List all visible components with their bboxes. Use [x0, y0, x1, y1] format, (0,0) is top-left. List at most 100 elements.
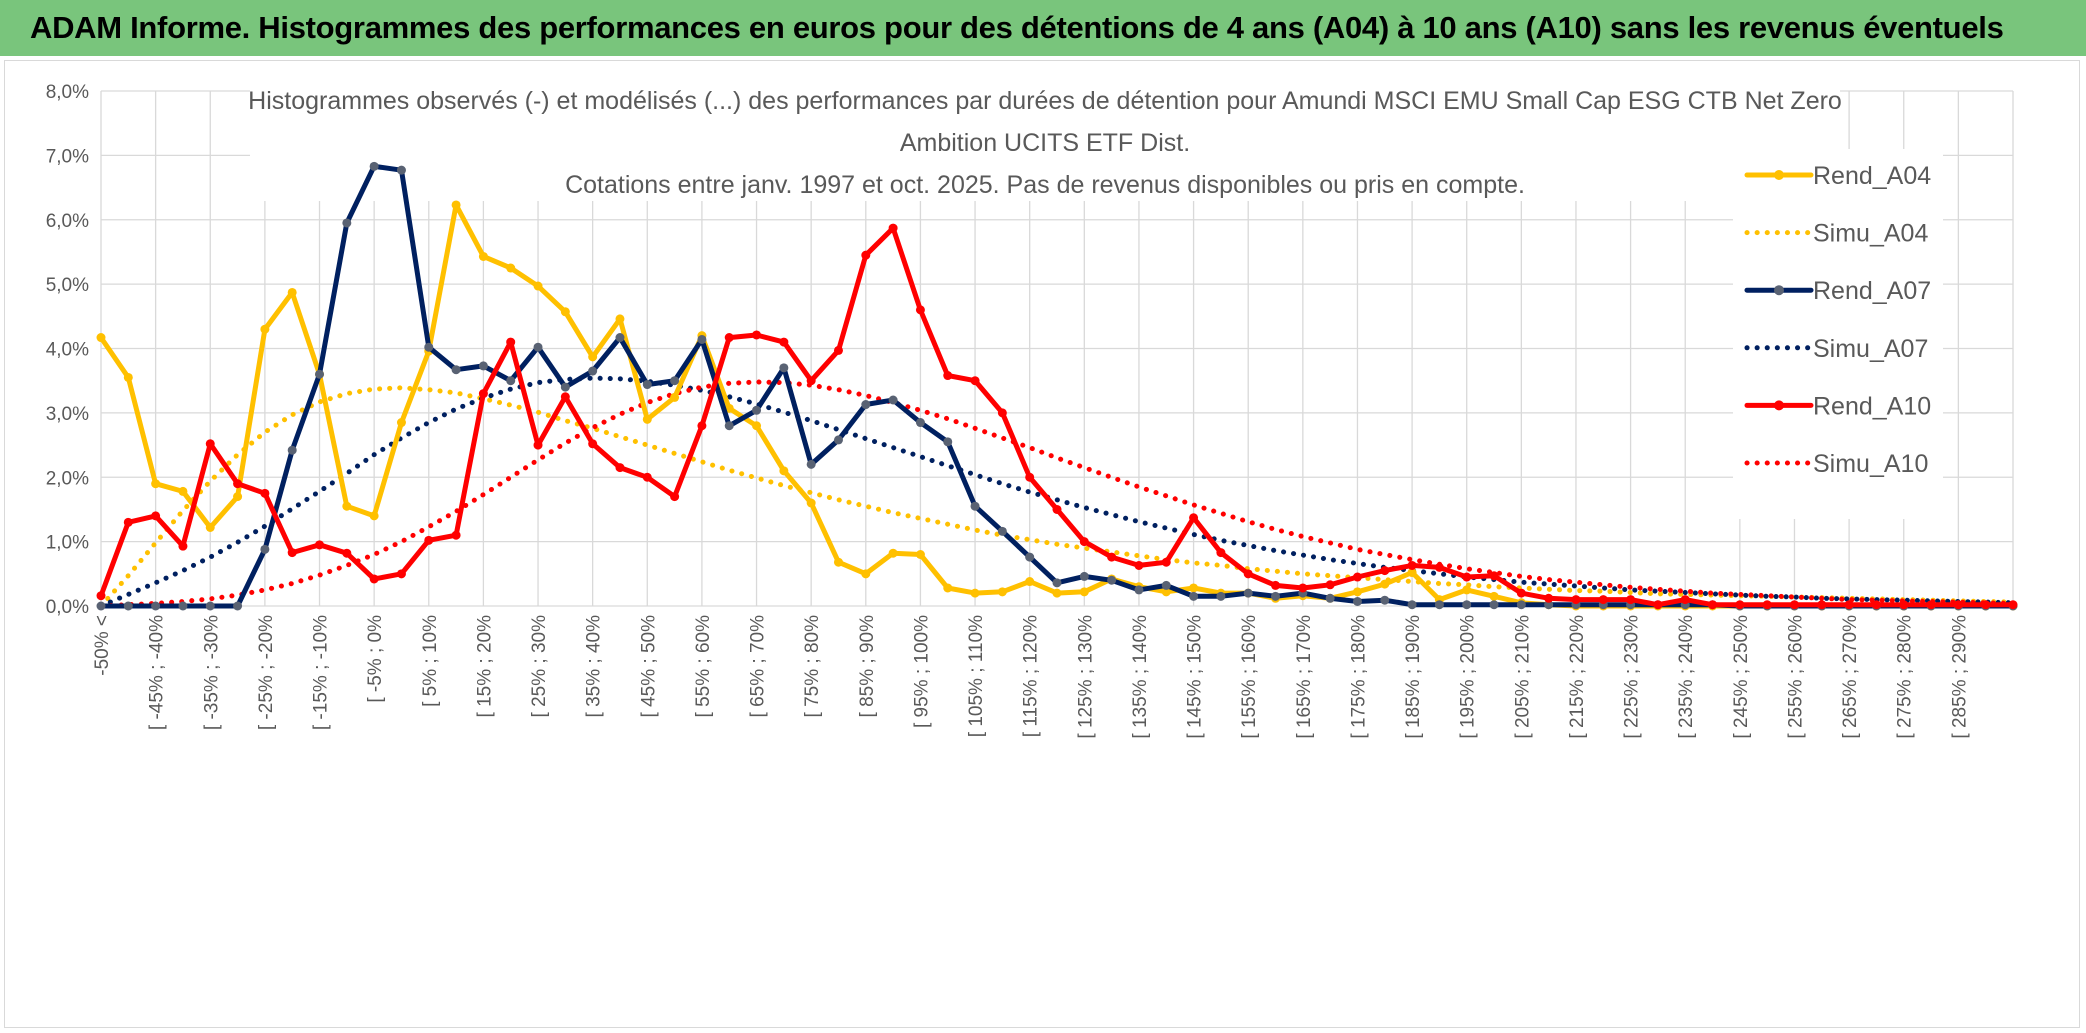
legend-label: Rend_A04 — [1813, 162, 1931, 190]
data-point — [1598, 595, 1608, 605]
legend-label: Rend_A07 — [1813, 277, 1931, 305]
data-point — [96, 333, 106, 343]
series-Simu_A07 — [98, 375, 2016, 609]
x-tick-label: -50% < — [92, 615, 113, 676]
x-tick-label: [ 55% ; 60% — [693, 615, 714, 718]
data-point — [1243, 569, 1253, 579]
legend-label: Rend_A10 — [1813, 392, 1931, 420]
x-tick-label: [ 255% ; 260% — [1785, 615, 1806, 739]
data-point — [533, 440, 543, 450]
data-point — [506, 376, 516, 386]
data-point — [560, 392, 570, 402]
data-point — [1762, 600, 1772, 610]
data-point — [997, 587, 1007, 597]
x-tick-label: [ 245% ; 250% — [1731, 615, 1752, 739]
data-point — [1789, 600, 1799, 610]
data-point — [151, 479, 161, 489]
data-point — [997, 408, 1007, 418]
data-point — [1653, 600, 1663, 610]
data-point — [151, 511, 161, 521]
x-tick-label: [ 185% ; 190% — [1403, 615, 1424, 739]
data-point — [970, 376, 980, 386]
data-point — [260, 324, 270, 334]
y-tick-label: 7,0% — [46, 146, 89, 167]
x-axis: -50% < [ -45% ; -40% [ -35% ; -30% [ -25% ;… — [92, 615, 1970, 739]
data-point — [205, 601, 215, 611]
legend-background — [1733, 149, 1943, 519]
data-point — [451, 200, 461, 210]
x-tick-label: [ 35% ; 40% — [584, 615, 605, 718]
x-tick-label: [ -5% ; 0% — [365, 615, 386, 703]
data-point — [724, 421, 734, 431]
data-point — [396, 165, 406, 175]
x-tick-label: [ 25% ; 30% — [529, 615, 550, 718]
data-point — [478, 251, 488, 261]
data-point — [833, 557, 843, 567]
report-header: ADAM Informe. Histogrammes des performan… — [0, 0, 2086, 56]
data-point — [1926, 600, 1936, 610]
series-Simu_A10 — [98, 379, 2016, 609]
data-point — [642, 472, 652, 482]
x-tick-label: [ 165% ; 170% — [1294, 615, 1315, 739]
x-tick-label: [ 215% ; 220% — [1567, 615, 1588, 739]
data-point — [970, 588, 980, 598]
data-point — [1680, 595, 1690, 605]
data-point — [451, 365, 461, 375]
data-point — [888, 548, 898, 558]
data-point — [287, 548, 297, 558]
legend-item-Simu_A04: Simu_A04 — [1744, 220, 1928, 248]
data-point — [96, 591, 106, 601]
x-tick-label: [ 65% ; 70% — [748, 615, 769, 718]
data-point — [342, 548, 352, 558]
chart-title-line-3: Cotations entre janv. 1997 et oct. 2025.… — [565, 171, 1525, 199]
data-point — [752, 405, 762, 415]
legend-item-Rend_A04: Rend_A04 — [1744, 162, 1931, 190]
legend-item-Simu_A07: Simu_A07 — [1744, 335, 1928, 363]
data-point — [1352, 587, 1362, 597]
x-tick-label: [ 145% ; 150% — [1185, 615, 1206, 739]
data-point — [123, 372, 133, 382]
data-point — [396, 569, 406, 579]
data-point — [1571, 595, 1581, 605]
data-point — [1544, 600, 1554, 610]
x-tick-label: [ 75% ; 80% — [802, 615, 823, 718]
legend-marker — [1774, 400, 1784, 411]
data-point — [96, 601, 106, 611]
legend-item-Simu_A10: Simu_A10 — [1744, 450, 1928, 478]
x-tick-label: [ -15% ; -10% — [311, 615, 332, 730]
data-point — [588, 439, 598, 449]
data-point — [1271, 591, 1281, 601]
data-point — [970, 501, 980, 511]
data-point — [1462, 572, 1472, 582]
data-point — [1189, 583, 1199, 593]
data-point — [233, 479, 243, 489]
legend-item-Rend_A10: Rend_A10 — [1744, 392, 1931, 420]
data-point — [997, 526, 1007, 536]
chart-title-line-2: Ambition UCITS ETF Dist. — [900, 129, 1190, 157]
data-point — [1434, 600, 1444, 610]
legend-label: Simu_A04 — [1813, 220, 1928, 248]
data-point — [1544, 593, 1554, 603]
data-point — [724, 333, 734, 343]
x-tick-label: [ 195% ; 200% — [1458, 615, 1479, 739]
data-point — [1025, 577, 1035, 587]
data-point — [233, 492, 243, 502]
legend-label: Simu_A07 — [1813, 335, 1928, 363]
data-point — [506, 263, 516, 273]
chart-frame: 0,0% 1,0% 2,0% 3,0% 4,0% 5,0% 6,0% 7,0% 8,0% -50… — [4, 60, 2080, 1028]
data-point — [1981, 600, 1991, 610]
data-point — [1516, 588, 1526, 598]
data-point — [833, 435, 843, 445]
data-point — [123, 517, 133, 527]
data-point — [1352, 596, 1362, 606]
legend-marker — [1774, 285, 1784, 296]
data-point — [478, 389, 488, 399]
series — [96, 161, 2018, 611]
data-point — [287, 445, 297, 455]
data-point — [424, 535, 434, 545]
data-point — [1189, 591, 1199, 601]
data-point — [861, 569, 871, 579]
series-line-Rend_A07 — [98, 163, 2016, 609]
data-point — [752, 330, 762, 340]
data-point — [1134, 560, 1144, 570]
